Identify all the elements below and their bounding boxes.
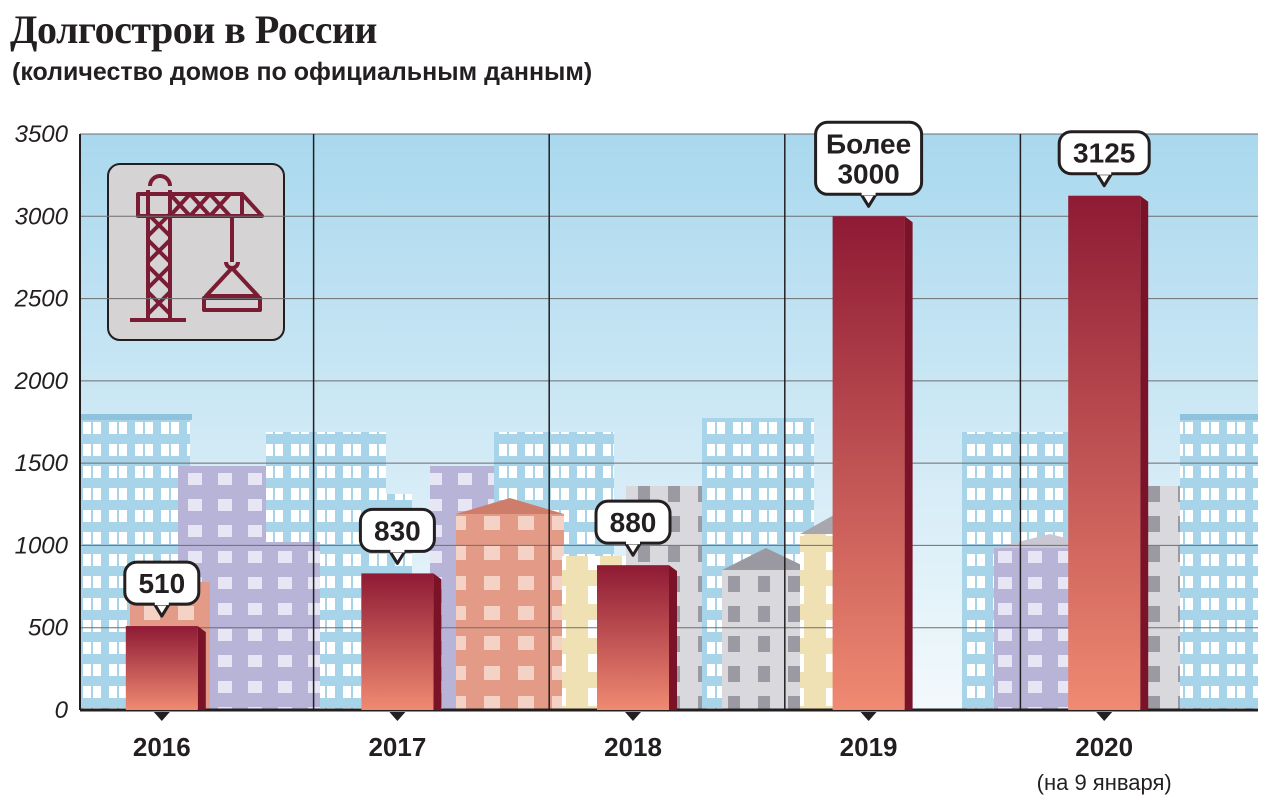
data-label: 3000	[837, 158, 899, 189]
x-tick-label: 2019	[840, 732, 898, 762]
chart-subtitle: (количество домов по официальным данным)	[12, 58, 593, 86]
y-tick-label: 1000	[15, 532, 69, 559]
bar-side	[1140, 195, 1149, 710]
x-tick-label: 2017	[368, 732, 426, 762]
data-label: 3125	[1073, 138, 1135, 169]
bar	[361, 573, 434, 710]
chart-title: Долгострои в России	[10, 7, 377, 52]
x-tick-marker	[153, 712, 170, 721]
y-tick-label: 3000	[15, 203, 69, 230]
x-tick-marker	[625, 712, 641, 721]
x-tick-marker	[1096, 712, 1113, 721]
x-tick-label: 2018	[604, 732, 662, 762]
bar-side	[904, 216, 913, 711]
callout-pointer	[623, 541, 643, 557]
y-tick-label: 3500	[15, 121, 69, 148]
data-label: Более	[826, 128, 911, 159]
callout-pointer	[859, 192, 878, 208]
bar-side	[433, 573, 442, 710]
y-tick-label: 1500	[15, 450, 69, 477]
bar-side	[669, 565, 677, 710]
data-label: 510	[138, 568, 185, 599]
y-axis-ticks: 0 500 1000 1500 2000 2500 3000 3500	[14, 121, 69, 724]
data-label: 880	[610, 507, 657, 538]
x-tick-note: (на 9 января)	[1037, 770, 1172, 795]
callout-pointer	[152, 602, 172, 618]
bar	[1068, 195, 1141, 710]
bar	[125, 626, 198, 710]
bar	[832, 216, 905, 711]
data-label: 830	[374, 515, 421, 546]
y-tick-label: 500	[28, 615, 69, 642]
x-tick-label: 2016	[133, 732, 191, 762]
callout-pointer	[388, 549, 407, 565]
x-tick-marker	[860, 712, 877, 721]
tower-crane-icon	[107, 163, 285, 341]
y-tick-label: 2000	[14, 368, 69, 395]
y-tick-label: 2500	[14, 286, 69, 313]
bar	[597, 565, 669, 710]
x-tick-label: 2020	[1075, 732, 1133, 762]
x-tick-marker	[389, 712, 406, 721]
bar-side	[197, 626, 206, 710]
callout-pointer	[1094, 171, 1114, 188]
x-axis-labels: 2016 2017 2018 2019 2020 (на 9 января)	[133, 712, 1172, 795]
y-tick-label: 0	[55, 697, 69, 724]
